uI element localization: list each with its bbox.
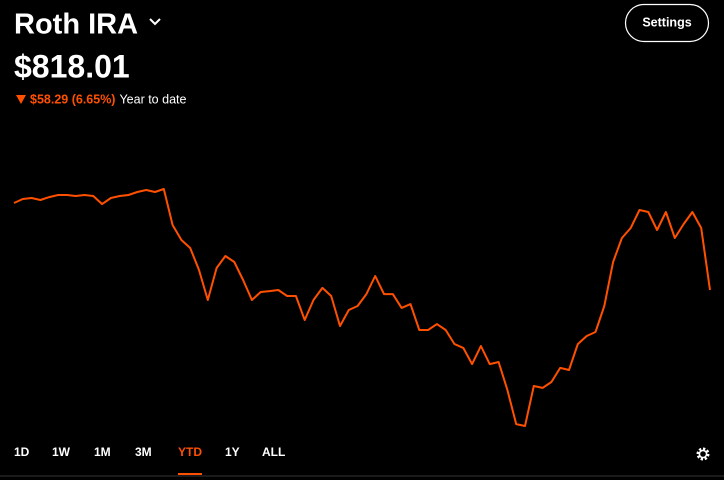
account-chevron[interactable]	[149, 18, 161, 26]
balance: $818.01	[14, 48, 130, 84]
range-tab[interactable]: 1M	[94, 445, 111, 459]
range-tab[interactable]: 1Y	[225, 445, 240, 459]
gear-body	[698, 449, 708, 459]
price-line	[13, 188, 711, 427]
change: $58.29 (6.65%)	[30, 92, 115, 106]
range-tab[interactable]: ALL	[262, 445, 285, 459]
gear-icon[interactable]	[696, 447, 710, 461]
range-tab[interactable]: 1D	[14, 445, 30, 459]
account-title[interactable]: Roth IRA	[14, 9, 138, 41]
gear-teeth	[696, 447, 710, 461]
down-arrow	[16, 95, 26, 104]
active-tab-underline	[178, 473, 202, 475]
settings-button[interactable]	[624, 3, 710, 43]
range-tab[interactable]: 1W	[52, 445, 71, 459]
period: Year to date	[119, 92, 186, 106]
range-tab[interactable]: 3M	[135, 445, 152, 459]
range-tab[interactable]: YTD	[178, 445, 202, 459]
settings-label[interactable]: Settings	[642, 15, 691, 29]
